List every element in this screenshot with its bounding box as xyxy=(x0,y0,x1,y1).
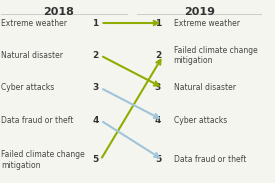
Text: Extreme weather: Extreme weather xyxy=(1,18,67,27)
Text: Extreme weather: Extreme weather xyxy=(174,18,240,27)
Text: 3: 3 xyxy=(155,83,161,92)
Text: Natural disaster: Natural disaster xyxy=(1,51,64,60)
Text: 4: 4 xyxy=(92,116,98,125)
Text: Cyber attacks: Cyber attacks xyxy=(1,83,55,92)
Text: 5: 5 xyxy=(155,156,161,165)
Text: Data fraud or theft: Data fraud or theft xyxy=(1,116,74,125)
Text: 2: 2 xyxy=(92,51,98,60)
Text: Cyber attacks: Cyber attacks xyxy=(174,116,227,125)
Text: Failed climate change
mitigation: Failed climate change mitigation xyxy=(174,46,257,65)
Text: 2019: 2019 xyxy=(184,7,215,17)
Text: 1: 1 xyxy=(155,18,161,27)
Text: 2018: 2018 xyxy=(43,7,74,17)
Text: 3: 3 xyxy=(92,83,98,92)
Text: 2: 2 xyxy=(155,51,161,60)
Text: 4: 4 xyxy=(155,116,161,125)
Text: Failed climate change
mitigation: Failed climate change mitigation xyxy=(1,150,85,170)
Text: Natural disaster: Natural disaster xyxy=(174,83,236,92)
Text: 1: 1 xyxy=(92,18,98,27)
Text: 5: 5 xyxy=(92,156,98,165)
Text: Data fraud or theft: Data fraud or theft xyxy=(174,156,246,165)
